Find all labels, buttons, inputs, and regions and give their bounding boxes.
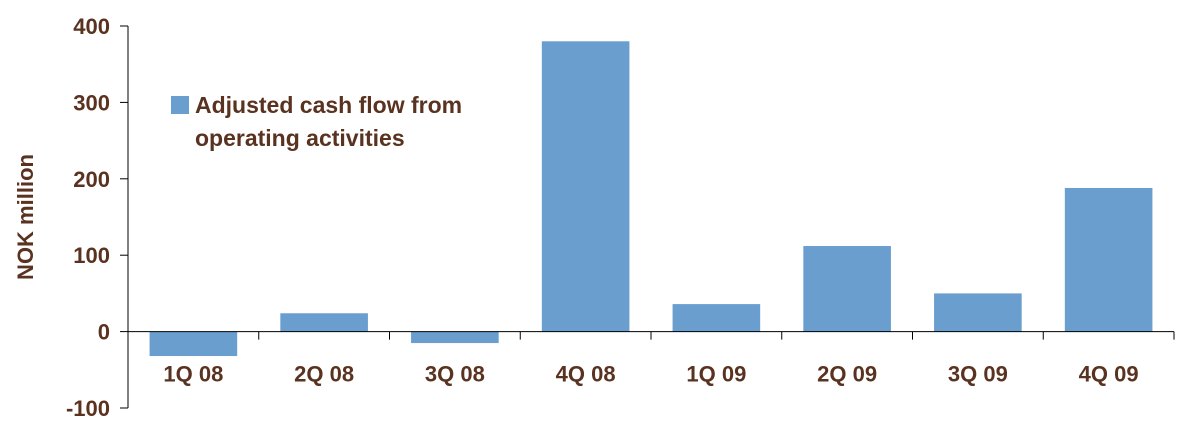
y-axis-ticks: 400 300 200 100 0 -100 <box>66 14 129 421</box>
y-axis-title-group: NOK million <box>13 154 38 280</box>
x-tick-label: 4Q 08 <box>556 362 616 387</box>
x-tick-label: 2Q 09 <box>817 362 877 387</box>
y-tick-label: 400 <box>73 14 110 39</box>
y-tick-label: 300 <box>73 90 110 115</box>
legend-swatch <box>171 96 189 114</box>
y-tick-label: 100 <box>73 243 110 268</box>
legend-label-line: operating activities <box>195 125 405 151</box>
x-axis-group: 1Q 08 2Q 08 3Q 08 4Q 08 1Q 09 2Q 09 3Q 09 4Q 09 <box>128 331 1175 387</box>
y-tick-label: 200 <box>73 167 110 192</box>
bar-4q-08 <box>541 41 630 332</box>
x-tick-label: 2Q 08 <box>294 362 354 387</box>
x-tick-label: 1Q 08 <box>163 362 223 387</box>
y-axis-title: NOK million <box>13 154 38 280</box>
y-tick-label: 0 <box>98 320 110 345</box>
bars-group <box>149 41 1153 357</box>
bar-2q-09 <box>803 246 891 332</box>
y-tick-label: -100 <box>66 396 110 419</box>
legend-label-line: Adjusted cash flow from <box>195 92 462 118</box>
x-tick-label: 4Q 09 <box>1079 362 1139 387</box>
x-tick-label: 3Q 09 <box>948 362 1008 387</box>
legend: Adjusted cash flow from operating activit… <box>171 92 462 151</box>
bar-3q-08 <box>411 331 499 344</box>
bar-3q-09 <box>934 293 1022 332</box>
bar-1q-08 <box>149 331 238 357</box>
bar-4q-09 <box>1064 187 1153 332</box>
x-tick-label: 3Q 08 <box>425 362 485 387</box>
bar-1q-09 <box>672 304 761 332</box>
x-tick-label: 1Q 09 <box>686 362 746 387</box>
bar-2q-08 <box>280 313 368 332</box>
